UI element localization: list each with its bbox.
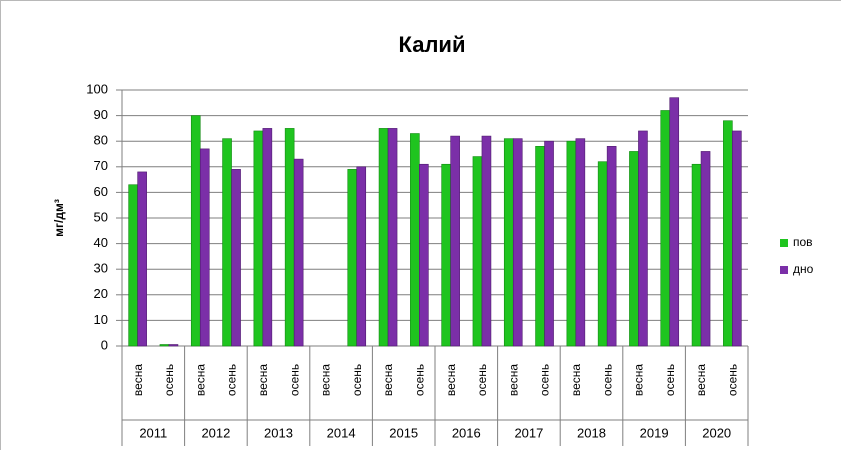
bar bbox=[629, 151, 638, 346]
bar bbox=[285, 128, 294, 346]
x-group-label: 2011 bbox=[139, 425, 167, 440]
x-tick-label: весна bbox=[131, 364, 145, 397]
y-tick-label: 0 bbox=[101, 337, 108, 352]
bar bbox=[607, 146, 616, 346]
x-tick-label: осень bbox=[600, 364, 614, 396]
y-tick-label: 100 bbox=[86, 81, 108, 96]
x-group-label: 2019 bbox=[640, 425, 669, 440]
bar bbox=[638, 131, 647, 346]
x-tick-label: осень bbox=[225, 364, 239, 396]
bar bbox=[482, 136, 491, 346]
y-tick-label: 60 bbox=[94, 184, 108, 199]
bar bbox=[567, 141, 576, 346]
bar bbox=[536, 146, 545, 346]
bar bbox=[723, 121, 732, 346]
chart-title: Калий bbox=[399, 32, 466, 57]
bar bbox=[419, 164, 428, 346]
bar bbox=[545, 141, 554, 346]
x-group-label: 2013 bbox=[264, 425, 293, 440]
legend-label: дно bbox=[793, 262, 814, 276]
bar bbox=[442, 164, 451, 346]
x-group-label: 2016 bbox=[452, 425, 481, 440]
bar bbox=[129, 185, 138, 346]
x-tick-label: осень bbox=[350, 364, 364, 396]
bar bbox=[513, 139, 522, 346]
x-tick-label: осень bbox=[162, 364, 176, 396]
bar bbox=[701, 151, 710, 346]
x-tick-label: осень bbox=[413, 364, 427, 396]
bar bbox=[598, 162, 607, 346]
bar bbox=[451, 136, 460, 346]
y-tick-label: 90 bbox=[94, 107, 108, 122]
x-tick-label: весна bbox=[193, 364, 207, 397]
x-tick-label: весна bbox=[256, 364, 270, 397]
x-tick-label: осень bbox=[538, 364, 552, 396]
x-tick-label: осень bbox=[663, 364, 677, 396]
bar bbox=[410, 134, 419, 346]
bar bbox=[160, 345, 169, 347]
bar bbox=[223, 139, 232, 346]
bar bbox=[576, 139, 585, 346]
x-group-label: 2018 bbox=[577, 425, 606, 440]
bar bbox=[169, 345, 178, 347]
x-group-label: 2015 bbox=[389, 425, 418, 440]
bar bbox=[661, 110, 670, 346]
x-tick-label: весна bbox=[569, 364, 583, 397]
bar bbox=[692, 164, 701, 346]
x-tick-label: осень bbox=[287, 364, 301, 396]
bar bbox=[200, 149, 209, 346]
x-tick-label: осень bbox=[475, 364, 489, 396]
bar bbox=[138, 172, 147, 346]
bar bbox=[732, 131, 741, 346]
bar bbox=[504, 139, 513, 346]
x-tick-label: весна bbox=[381, 364, 395, 397]
bar bbox=[348, 169, 357, 346]
bar bbox=[191, 116, 200, 346]
x-group-label: 2012 bbox=[201, 425, 230, 440]
bar bbox=[254, 131, 263, 346]
bar bbox=[357, 167, 366, 346]
y-tick-label: 20 bbox=[94, 286, 108, 301]
bar bbox=[263, 128, 272, 346]
x-tick-label: весна bbox=[506, 364, 520, 397]
bar bbox=[294, 159, 303, 346]
y-tick-label: 70 bbox=[94, 158, 108, 173]
legend-swatch bbox=[780, 266, 788, 274]
bar bbox=[388, 128, 397, 346]
legend-label: пов bbox=[793, 235, 813, 249]
y-tick-label: 30 bbox=[94, 261, 108, 276]
x-group-label: 2020 bbox=[702, 425, 731, 440]
y-tick-label: 40 bbox=[94, 235, 108, 250]
y-tick-label: 80 bbox=[94, 133, 108, 148]
bar bbox=[670, 98, 679, 346]
x-tick-label: весна bbox=[632, 364, 646, 397]
x-group-label: 2014 bbox=[327, 425, 356, 440]
y-axis-label: мг/дм³ bbox=[52, 199, 66, 237]
x-tick-label: весна bbox=[694, 364, 708, 397]
bar bbox=[379, 128, 388, 346]
x-tick-label: весна bbox=[319, 364, 333, 397]
bar bbox=[473, 157, 482, 346]
y-tick-label: 10 bbox=[94, 312, 108, 327]
x-tick-label: осень bbox=[726, 364, 740, 396]
x-group-label: 2017 bbox=[514, 425, 543, 440]
bar bbox=[232, 169, 241, 346]
x-tick-label: весна bbox=[444, 364, 458, 397]
y-tick-label: 50 bbox=[94, 209, 108, 224]
legend-swatch bbox=[780, 239, 788, 247]
